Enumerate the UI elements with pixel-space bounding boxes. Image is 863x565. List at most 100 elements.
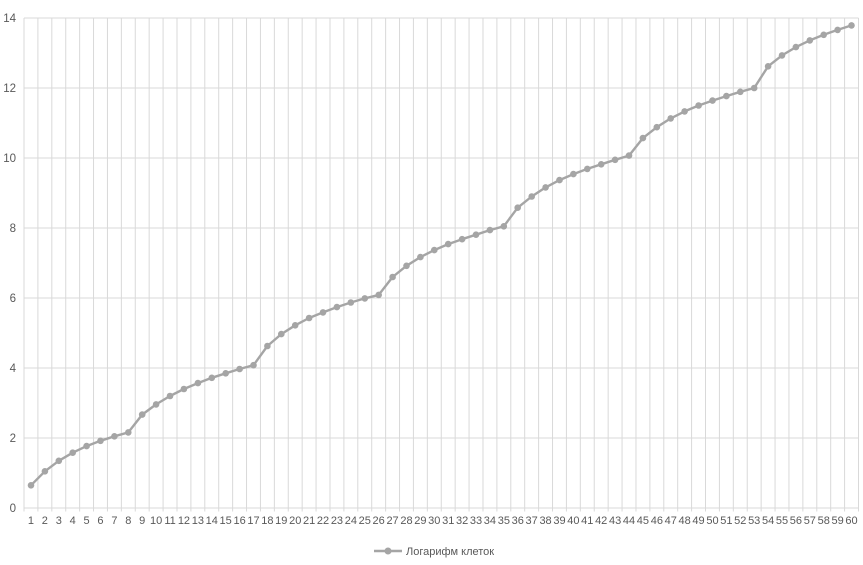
data-point-marker[interactable] [806,37,814,44]
x-tick-label: 29 [414,515,426,527]
x-tick-label: 52 [734,515,746,527]
legend[interactable]: Логарифм клеток [374,546,494,558]
x-tick-label: 36 [512,515,524,527]
data-point-marker[interactable] [417,253,424,261]
data-point-marker[interactable] [278,330,285,338]
data-point-marker[interactable] [472,231,480,238]
data-point-marker[interactable] [542,184,549,191]
y-tick-label: 0 [10,503,16,515]
data-point-marker[interactable] [792,43,800,51]
data-point-marker[interactable] [250,361,257,369]
data-point-marker[interactable] [681,108,688,115]
data-point-marker[interactable] [695,102,702,109]
data-point-marker[interactable] [764,63,772,70]
data-point-marker[interactable] [750,84,758,92]
data-point-marker[interactable] [667,115,674,122]
x-tick-label: 47 [665,515,677,527]
data-point-marker[interactable] [723,92,730,100]
x-tick-label: 35 [498,515,510,527]
data-point-marker[interactable] [208,374,216,382]
x-tick-label: 33 [470,515,482,527]
data-point-marker[interactable] [41,468,49,475]
data-point-marker[interactable] [834,26,841,34]
data-point-marker[interactable] [444,240,452,248]
data-point-marker[interactable] [125,429,132,436]
x-tick-label: 16 [233,515,245,527]
x-tick-label: 37 [526,515,538,527]
data-point-marker[interactable] [138,411,146,418]
x-tick-label: 4 [70,515,76,527]
data-point-marker[interactable] [848,22,855,29]
data-point-marker[interactable] [97,437,104,445]
gridlines [23,17,859,512]
x-tick-label: 48 [679,515,691,527]
data-point-marker[interactable] [709,97,716,104]
x-tick-label: 40 [567,515,579,527]
data-point-marker[interactable] [55,457,63,465]
data-point-marker[interactable] [27,482,35,489]
x-tick-label: 10 [150,515,162,527]
data-point-marker[interactable] [333,303,341,311]
data-point-marker[interactable] [486,226,494,234]
data-point-marker[interactable] [653,123,661,131]
x-tick-label: 49 [692,515,704,527]
data-point-marker[interactable] [361,295,369,302]
x-tick-label: 5 [84,515,90,527]
x-tick-label: 28 [400,515,412,527]
data-point-marker[interactable] [180,385,188,393]
x-tick-label: 59 [832,515,844,527]
data-point-marker[interactable] [403,262,410,270]
data-point-marker[interactable] [319,309,327,316]
data-point-marker[interactable] [528,193,535,200]
series-group[interactable] [27,22,855,489]
x-tick-label: 55 [776,515,788,527]
data-point-marker[interactable] [375,291,383,299]
data-point-marker[interactable] [83,442,90,450]
legend-marker-icon [384,547,392,555]
x-tick-label: 1 [28,515,34,527]
x-tick-label: 14 [206,515,218,527]
data-point-marker[interactable] [737,88,744,96]
x-tick-label: 54 [762,515,774,527]
x-tick-label: 56 [790,515,802,527]
x-tick-label: 25 [359,515,371,527]
data-point-marker[interactable] [778,52,786,59]
x-tick-label: 22 [317,515,329,527]
data-point-marker[interactable] [500,223,508,230]
data-point-marker[interactable] [236,365,243,373]
x-tick-label: 42 [595,515,607,527]
x-tick-label: 50 [706,515,718,527]
data-point-marker[interactable] [152,401,160,408]
data-point-marker[interactable] [264,342,271,350]
data-point-marker[interactable] [166,392,174,400]
x-tick-label: 19 [275,515,287,527]
x-tick-label: 21 [303,515,315,527]
x-tick-label: 53 [748,515,760,527]
x-tick-label: 31 [442,515,454,527]
data-point-marker[interactable] [431,246,438,254]
data-point-marker[interactable] [625,152,633,159]
data-point-marker[interactable] [597,161,605,168]
data-point-marker[interactable] [639,134,647,142]
data-point-marker[interactable] [820,31,827,39]
y-tick-label: 2 [10,433,16,445]
x-tick-label: 58 [818,515,830,527]
data-point-marker[interactable] [584,165,591,173]
data-point-marker[interactable] [458,235,466,243]
data-point-marker[interactable] [570,170,577,178]
x-tick-label: 24 [345,515,357,527]
data-point-marker[interactable] [222,370,229,377]
data-point-marker[interactable] [514,204,521,211]
data-point-marker[interactable] [556,176,563,184]
data-point-marker[interactable] [111,433,118,440]
data-point-marker[interactable] [291,322,299,329]
x-tick-label: 46 [651,515,663,527]
data-point-marker[interactable] [194,379,202,387]
data-point-marker[interactable] [305,314,313,322]
data-point-marker[interactable] [69,449,76,457]
y-tick-label: 6 [10,293,16,305]
data-point-marker[interactable] [347,299,355,306]
data-point-marker[interactable] [389,273,396,281]
data-point-marker[interactable] [611,156,619,164]
y-tick-label: 8 [10,223,16,235]
